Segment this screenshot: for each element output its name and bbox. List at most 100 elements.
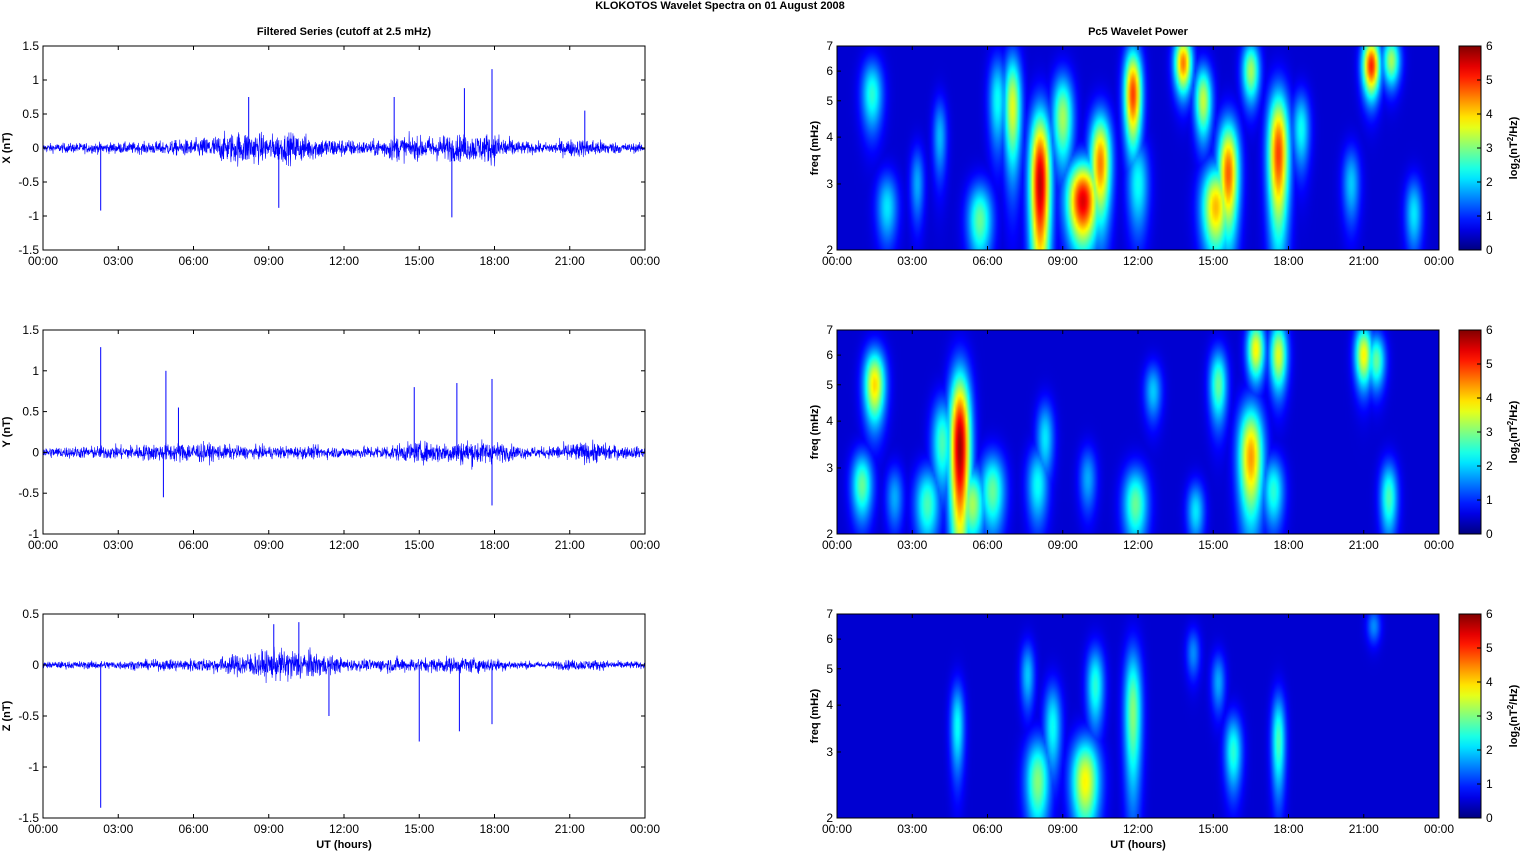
- heatmap-xtick-label: 00:00: [822, 822, 852, 836]
- heatmap-xtick-label: 06:00: [972, 254, 1002, 268]
- series-xtick-label: 09:00: [254, 822, 284, 836]
- colorbar-tick-label: 4: [1486, 675, 1493, 689]
- ytick-label: -1.5: [18, 243, 39, 257]
- ytick-label: 0.5: [22, 405, 39, 419]
- colorbar-label: log2(nT2/Hz): [1506, 116, 1522, 179]
- ytick-label: 4: [826, 130, 833, 144]
- series-xtick-label: 15:00: [404, 822, 434, 836]
- ytick-label: 1.5: [22, 323, 39, 337]
- series-xtick-label: 09:00: [254, 538, 284, 552]
- filtered-series-panel-3: -1.5 -1 -0.5 0 0.5 00:00 03:00 06:00 09:00 12:00 1…: [1, 607, 660, 836]
- heatmap-xtick-label: 00:00: [1424, 538, 1454, 552]
- ytick-label: 0.5: [22, 107, 39, 121]
- heatmap-xtick-label: 18:00: [1273, 538, 1303, 552]
- ytick-label: 6: [826, 632, 833, 646]
- heatmap-xtick-label: 18:00: [1273, 822, 1303, 836]
- ytick-label: 3: [826, 461, 833, 475]
- heatmap-xtick-label: 18:00: [1273, 254, 1303, 268]
- series-xtick-label: 03:00: [103, 538, 133, 552]
- heatmap-xtick-label: 03:00: [897, 254, 927, 268]
- wavelet-heatmap: [837, 46, 1439, 250]
- heatmap-xtick-label: 09:00: [1048, 822, 1078, 836]
- colorbar-tick-label: 3: [1486, 141, 1493, 155]
- ytick-label: 1: [32, 73, 39, 87]
- x-axis-label-right: UT (hours): [1110, 839, 1166, 851]
- series-line: [42, 646, 646, 683]
- y-axis-label: freq (mHz): [809, 688, 821, 743]
- ytick-label: 7: [826, 323, 833, 337]
- ytick-label: 5: [826, 378, 833, 392]
- ytick-label: 1: [32, 364, 39, 378]
- series-line: [42, 439, 646, 470]
- heatmap-xtick-label: 15:00: [1198, 822, 1228, 836]
- series-xtick-label: 12:00: [329, 254, 359, 268]
- colorbar-tick-label: 6: [1486, 607, 1493, 621]
- heatmap-xtick-label: 12:00: [1123, 822, 1153, 836]
- filtered-series-panel-2: -1 -0.5 0 0.5 1 1.5 00:00 03:00 06:00 09:00 12:00 1…: [1, 323, 660, 552]
- colorbar-tick-label: 2: [1486, 459, 1493, 473]
- y-axis-label: Z (nT): [1, 700, 13, 731]
- colorbar-tick-label: 1: [1486, 209, 1493, 223]
- heatmap-xtick-label: 00:00: [1424, 254, 1454, 268]
- colorbar-tick-label: 3: [1486, 425, 1493, 439]
- series-xtick-label: 09:00: [254, 254, 284, 268]
- heatmap-xtick-label: 06:00: [972, 538, 1002, 552]
- ytick-label: -1: [28, 209, 39, 223]
- plot-area: [43, 330, 645, 534]
- ytick-label: -1.5: [18, 811, 39, 825]
- ytick-label: 0.5: [22, 607, 39, 621]
- wavelet-power-panel-1: 2 3 4 5 6 7 00:00 03:00 06:00 09:00 12:00 15:00 18:0…: [809, 39, 1522, 268]
- colorbar-tick-label: 5: [1486, 641, 1493, 655]
- colorbar-tick-label: 0: [1486, 811, 1493, 825]
- ytick-label: 2: [826, 811, 833, 825]
- y-axis-label: Y (nT): [1, 416, 13, 447]
- y-axis-label: X (nT): [1, 132, 13, 163]
- colorbar-tick-label: 5: [1486, 357, 1493, 371]
- colorbar-tick-label: 0: [1486, 527, 1493, 541]
- heatmap-xtick-label: 12:00: [1123, 538, 1153, 552]
- series-xtick-label: 06:00: [178, 254, 208, 268]
- ytick-label: 6: [826, 348, 833, 362]
- colorbar-tick-label: 1: [1486, 777, 1493, 791]
- ytick-label: 2: [826, 243, 833, 257]
- figure-title: KLOKOTOS Wavelet Spectra on 01 August 20…: [595, 0, 845, 12]
- ytick-label: 3: [826, 177, 833, 191]
- heatmap-xtick-label: 21:00: [1349, 254, 1379, 268]
- heatmap-xtick-label: 00:00: [822, 538, 852, 552]
- heatmap-xtick-label: 06:00: [972, 822, 1002, 836]
- series-xtick-label: 21:00: [555, 254, 585, 268]
- wavelet-power-panel-3: 2 3 4 5 6 7 00:00 03:00 06:00 09:00 12:00 15:00 18:0…: [809, 607, 1522, 836]
- heatmap-xtick-label: 15:00: [1198, 254, 1228, 268]
- heatmap-xtick-label: 03:00: [897, 822, 927, 836]
- series-xtick-label: 03:00: [103, 822, 133, 836]
- colorbar-tick-label: 2: [1486, 743, 1493, 757]
- series-xtick-label: 15:00: [404, 254, 434, 268]
- ytick-label: 4: [826, 698, 833, 712]
- ytick-label: 0: [32, 658, 39, 672]
- series-xtick-label: 03:00: [103, 254, 133, 268]
- series-xtick-label: 15:00: [404, 538, 434, 552]
- ytick-label: -1: [28, 760, 39, 774]
- series-xtick-label: 00:00: [28, 538, 58, 552]
- heatmap-xtick-label: 09:00: [1048, 538, 1078, 552]
- right-column-title: Pc5 Wavelet Power: [1088, 26, 1189, 38]
- series-xtick-label: 12:00: [329, 538, 359, 552]
- plot-area: [43, 614, 645, 818]
- ytick-label: 1.5: [22, 39, 39, 53]
- ytick-label: 5: [826, 94, 833, 108]
- series-xtick-label: 06:00: [178, 822, 208, 836]
- colorbar-label: log2(nT2/Hz): [1506, 400, 1522, 463]
- colorbar-tick-label: 0: [1486, 243, 1493, 257]
- series-xtick-label: 06:00: [178, 538, 208, 552]
- series-xtick-label: 00:00: [630, 538, 660, 552]
- heatmap-xtick-label: 03:00: [897, 538, 927, 552]
- series-xtick-label: 00:00: [630, 254, 660, 268]
- ytick-label: 0: [32, 141, 39, 155]
- wavelet-heatmap: [837, 614, 1439, 818]
- colorbar-tick-label: 3: [1486, 709, 1493, 723]
- colorbar-tick-label: 2: [1486, 175, 1493, 189]
- colorbar-tick-label: 6: [1486, 323, 1493, 337]
- ytick-label: -0.5: [18, 175, 39, 189]
- series-xtick-label: 18:00: [479, 538, 509, 552]
- series-xtick-label: 21:00: [555, 822, 585, 836]
